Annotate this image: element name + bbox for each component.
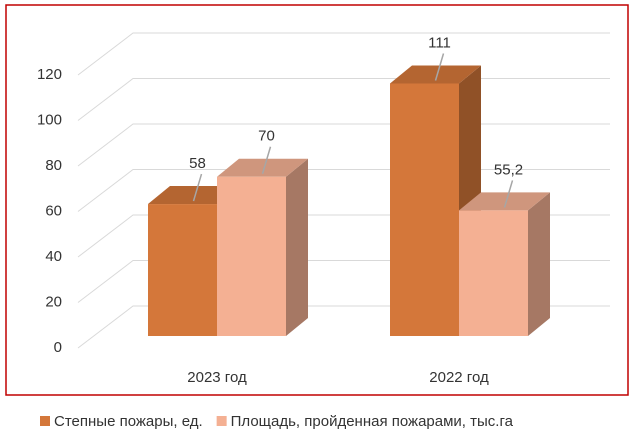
- grid-line: [77, 123, 610, 167]
- leader-line: [503, 180, 514, 208]
- y-tick-label: 40: [45, 248, 62, 265]
- data-label: 70: [258, 128, 275, 145]
- bar: [390, 83, 459, 336]
- data-label: 55,2: [494, 161, 523, 178]
- y-tick-label: 120: [37, 66, 62, 83]
- bar: [148, 204, 217, 336]
- legend-label: Площадь, пройденная пожарами, тыс.га: [231, 413, 514, 430]
- y-tick-label: 100: [37, 111, 62, 128]
- leader-line: [192, 173, 203, 202]
- grid-line: [77, 32, 610, 76]
- y-tick-label: 0: [54, 339, 62, 356]
- x-tick-label: 2022 год: [429, 369, 489, 386]
- y-tick-label: 80: [45, 157, 62, 174]
- chart-border: [5, 4, 629, 396]
- grid-line: [77, 78, 610, 121]
- legend-swatch: [40, 416, 50, 426]
- leader-line: [434, 53, 445, 81]
- bar-top: [217, 158, 308, 177]
- bar-side: [528, 192, 550, 336]
- data-label: 111: [428, 34, 451, 51]
- legend-swatch: [216, 416, 227, 426]
- x-tick-label: 2023 год: [187, 369, 247, 386]
- bar-top: [390, 65, 481, 84]
- legend-label: Степные пожары, ед.: [54, 413, 203, 430]
- bar: [217, 176, 286, 336]
- leader-line: [261, 146, 272, 174]
- bar-top: [459, 192, 550, 211]
- data-label: 58: [189, 155, 206, 172]
- y-tick-label: 20: [45, 293, 62, 310]
- y-tick-label: 60: [45, 202, 62, 219]
- bar-top: [148, 186, 239, 205]
- bar: [459, 210, 528, 336]
- bar-side: [286, 158, 308, 336]
